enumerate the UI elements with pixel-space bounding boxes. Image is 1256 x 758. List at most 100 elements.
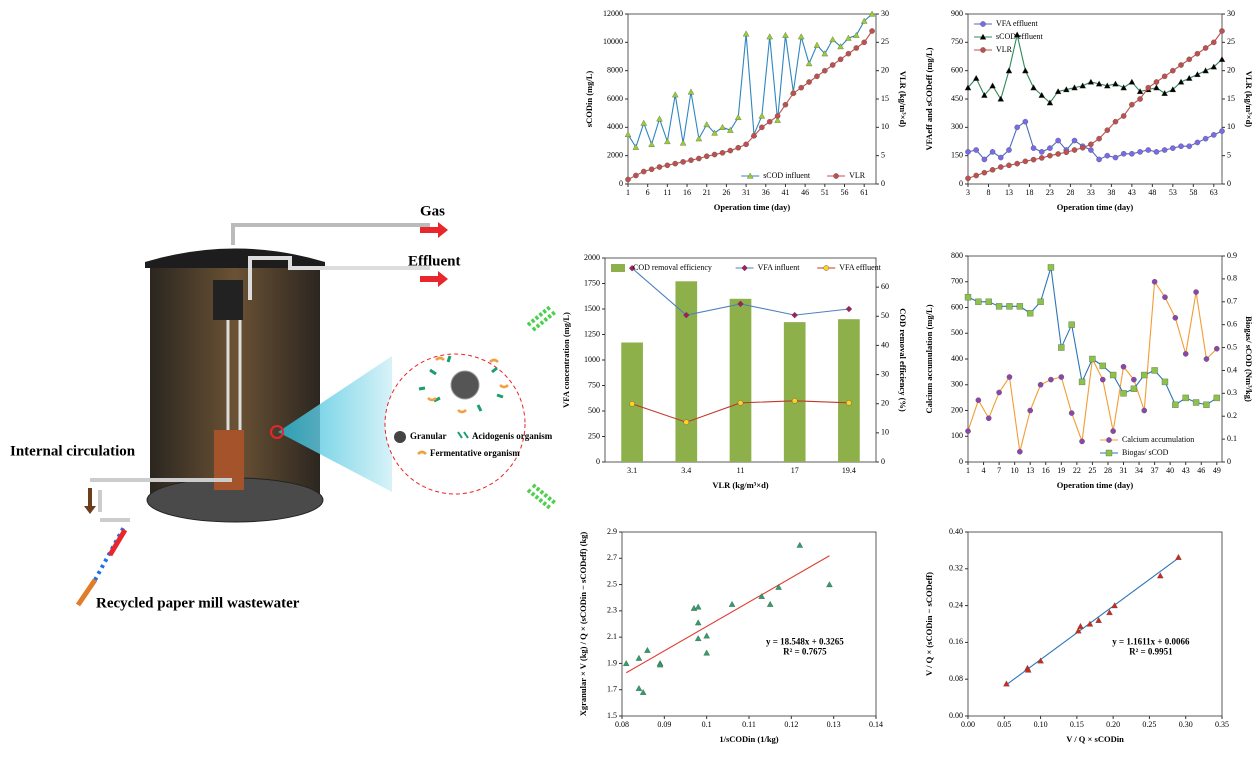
marker	[1048, 377, 1053, 382]
marker	[1195, 140, 1200, 145]
x-tick-label: 0.00	[961, 720, 975, 729]
marker	[1187, 144, 1192, 149]
y2-axis-label: COD removal efficiency (%)	[898, 308, 908, 412]
x-tick-label: 0.20	[1106, 720, 1120, 729]
marker	[974, 173, 979, 178]
r-squared: R² = 0.7675	[783, 646, 827, 656]
marker	[1170, 68, 1175, 73]
legend-label: sCOD influent	[763, 171, 811, 180]
marker	[986, 416, 991, 421]
y-tick-label: 150	[951, 150, 963, 159]
x-tick-label: 0.08	[615, 720, 629, 729]
y-tick-label: 2.7	[607, 553, 617, 562]
y-tick-label: 1750	[584, 278, 600, 287]
marker	[633, 173, 638, 178]
x-tick-label: 46	[1197, 466, 1205, 475]
marker	[1219, 56, 1225, 61]
y-tick-label: 0	[959, 457, 963, 466]
y-axis-label: Xgranular × V (kg) / Q × (sCODin − sCODe…	[578, 532, 588, 717]
marker	[965, 149, 970, 154]
chart: 0250500750100012501500175020000102030405…	[561, 253, 908, 490]
y-tick-label: 100	[951, 431, 963, 440]
marker	[688, 89, 694, 94]
marker	[684, 420, 689, 425]
marker	[1038, 299, 1044, 305]
marker	[853, 32, 859, 37]
marker	[1056, 151, 1061, 156]
marker	[1017, 449, 1022, 454]
marker	[656, 116, 662, 121]
y2-tick-label: 60	[881, 282, 889, 291]
x-axis-label: V / Q × sCODin	[1066, 734, 1124, 744]
y2-tick-label: 5	[881, 150, 885, 159]
y2-tick-label: 15	[1227, 94, 1235, 103]
marker	[965, 429, 970, 434]
marker	[1088, 79, 1094, 84]
marker	[1080, 145, 1085, 150]
marker	[1219, 28, 1224, 33]
marker	[862, 40, 867, 45]
marker	[1105, 153, 1110, 158]
marker	[1154, 149, 1159, 154]
marker	[1183, 395, 1189, 401]
x-tick-label: 40	[1166, 466, 1174, 475]
y-tick-label: 600	[951, 65, 963, 74]
y-tick-label: 0	[619, 179, 623, 188]
marker	[1056, 138, 1061, 143]
series-line	[628, 31, 872, 179]
legend-granule	[394, 431, 406, 443]
marker	[665, 163, 670, 168]
y-tick-label: 700	[951, 277, 963, 286]
marker	[1015, 161, 1020, 166]
flow	[110, 530, 125, 555]
marker	[1142, 408, 1147, 413]
marker	[630, 401, 635, 406]
y-tick-label: 750	[951, 37, 963, 46]
marker	[1183, 351, 1188, 356]
marker	[1172, 402, 1178, 408]
marker	[1129, 79, 1135, 84]
chart: 010020030040050060070080000.10.20.30.40.…	[924, 251, 1254, 490]
marker	[759, 125, 764, 130]
marker	[775, 113, 780, 118]
marker	[1153, 85, 1159, 90]
x-tick-label: 17	[791, 466, 799, 475]
x-tick-label: 34	[1135, 466, 1143, 475]
marker	[1113, 119, 1118, 124]
arrow	[420, 271, 448, 287]
marker	[657, 164, 662, 169]
y-tick-label: 600	[951, 302, 963, 311]
circulation-label: Internal circulation	[10, 443, 136, 459]
gas-label: Gas	[420, 203, 445, 219]
marker	[830, 37, 836, 42]
marker	[1031, 146, 1036, 151]
marker	[854, 45, 859, 50]
marker	[1187, 57, 1192, 62]
marker	[846, 400, 851, 405]
marker	[704, 122, 710, 127]
y-tick-label: 0	[596, 457, 600, 466]
marker	[998, 164, 1003, 169]
marker	[846, 306, 852, 312]
y2-tick-label: 15	[881, 94, 889, 103]
separator	[213, 280, 243, 320]
marker	[1211, 132, 1216, 137]
y-axis-label: VFA concentration (mg/L)	[561, 312, 571, 408]
y-tick-label: 0.40	[949, 527, 963, 536]
marker	[688, 158, 693, 163]
legend-label: Calcium accumulation	[1122, 435, 1194, 444]
granular-label: Granular	[410, 431, 447, 441]
x-tick-label: 28	[1066, 188, 1074, 197]
x-tick-label: 18	[1025, 188, 1033, 197]
x-tick-label: 53	[1169, 188, 1177, 197]
x-axis-label: Operation time (day)	[1057, 480, 1134, 490]
marker	[782, 32, 788, 37]
marker	[1015, 125, 1020, 130]
y-tick-label: 4000	[607, 122, 623, 131]
y2-tick-label: 20	[881, 399, 889, 408]
y2-tick-label: 0.2	[1227, 411, 1237, 420]
marker	[1039, 149, 1044, 154]
marker	[1219, 129, 1224, 134]
marker	[1195, 51, 1200, 56]
marker	[695, 604, 701, 609]
